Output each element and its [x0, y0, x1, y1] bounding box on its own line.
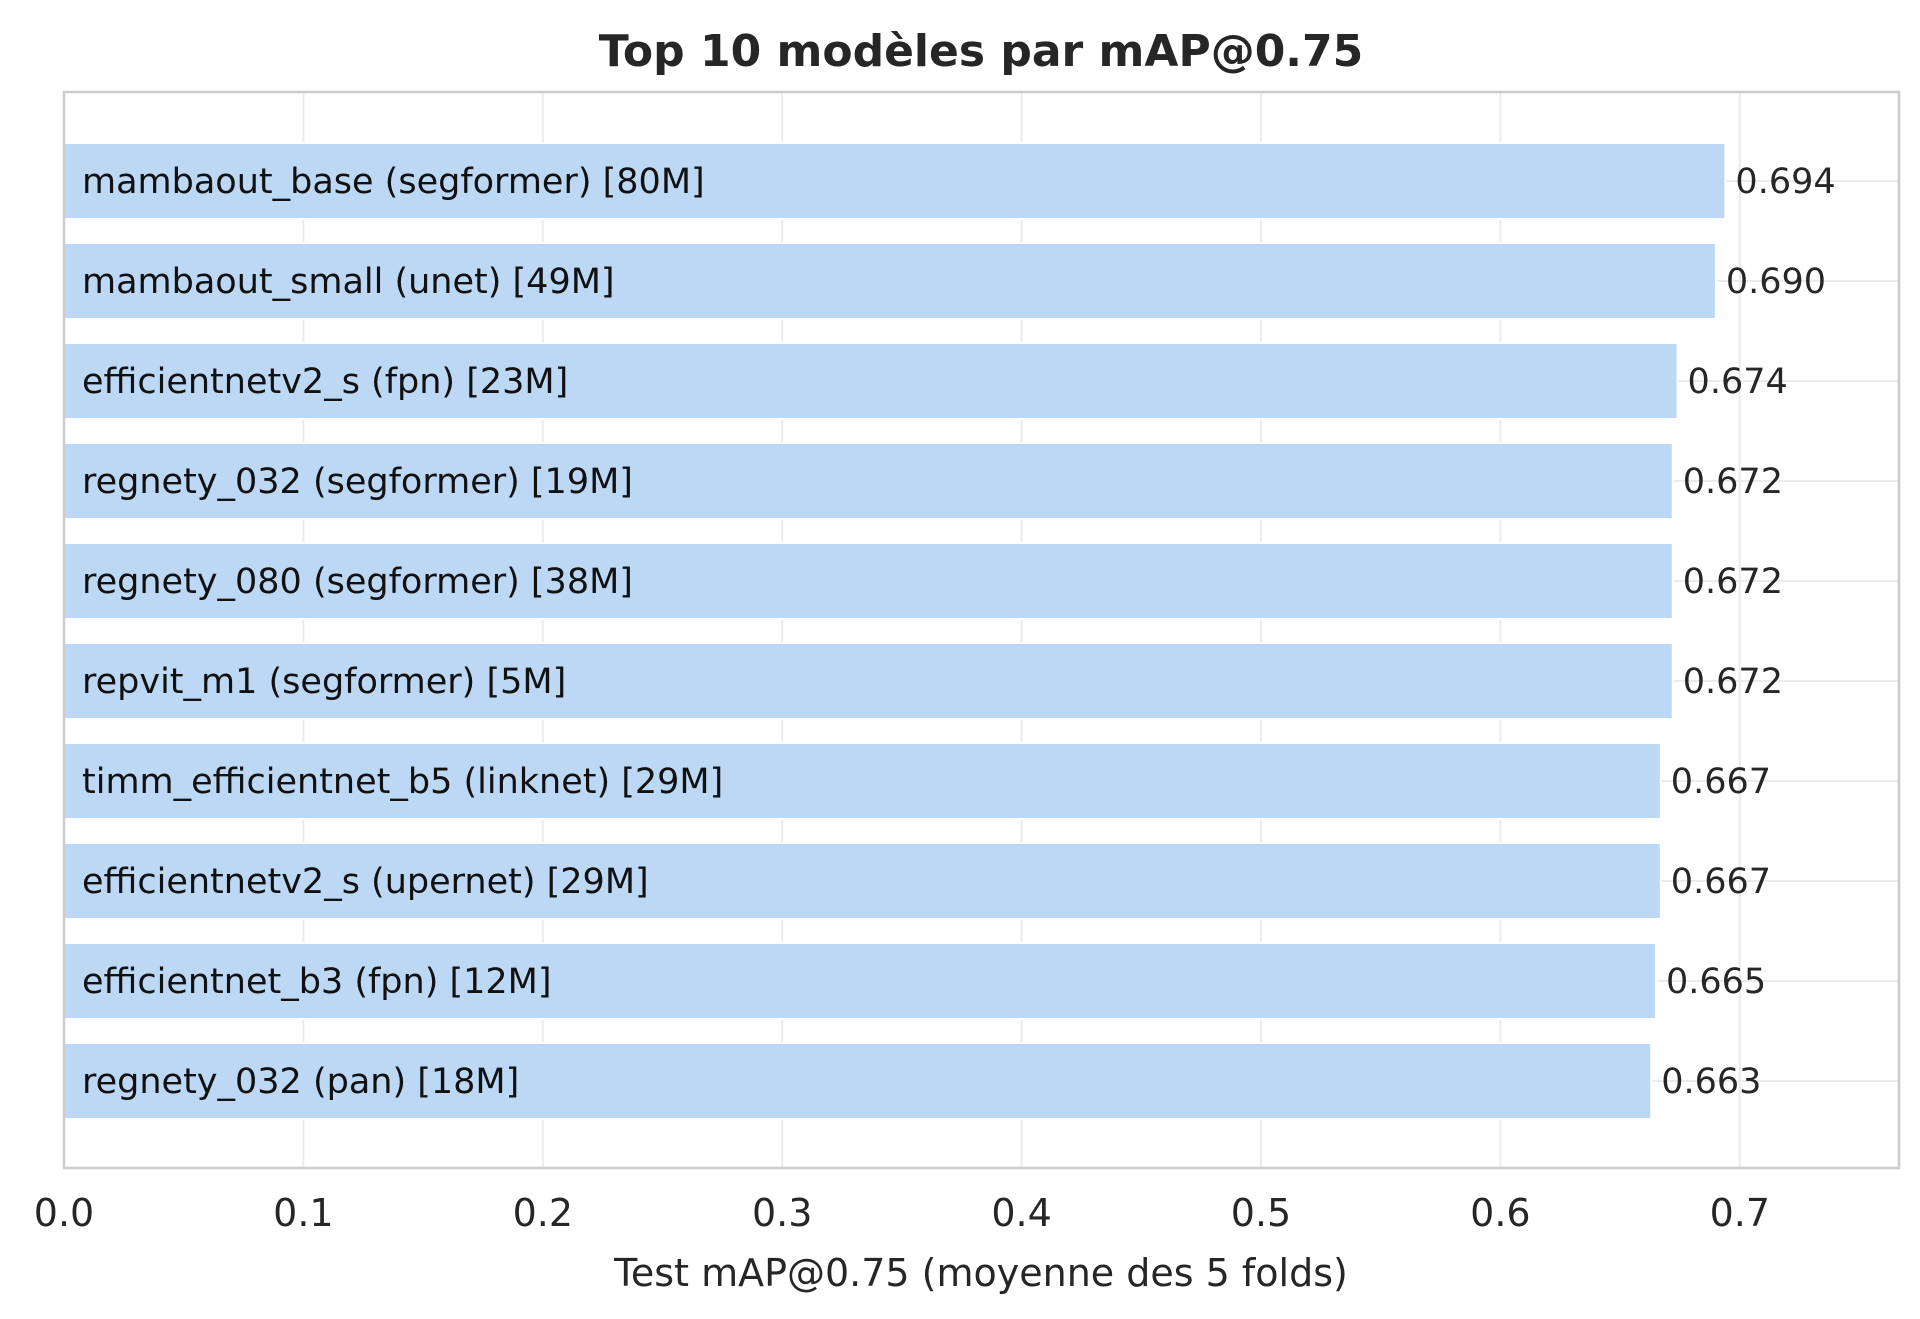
bar — [63, 542, 1674, 620]
x-tick-label: 0.2 — [513, 1191, 573, 1235]
bar-category-label: repvit_m1 (segformer) [5M] — [82, 662, 566, 702]
x-tick-labels: 0.0 0.1 0.2 0.3 0.4 0.5 0.6 0.7 — [34, 1191, 1770, 1235]
bar — [63, 442, 1674, 520]
x-tick-label: 0.4 — [991, 1191, 1051, 1235]
bar-category-label: mambaout_base (segformer) [80M] — [82, 162, 705, 202]
bar-value-label: 0.667 — [1671, 762, 1771, 802]
x-tick-label: 0.1 — [273, 1191, 333, 1235]
bar-value-label: 0.665 — [1666, 962, 1766, 1002]
bar — [63, 942, 1658, 1020]
bar — [63, 742, 1662, 820]
bars-layer: mambaout_base (segformer) [80M] 0.694 mamb… — [63, 142, 1836, 1120]
bar — [63, 242, 1717, 320]
bar — [63, 842, 1662, 920]
bar-value-label: 0.674 — [1688, 362, 1788, 402]
bar-category-label: efficientnet_b3 (fpn) [12M] — [82, 962, 552, 1002]
bar — [63, 142, 1727, 220]
x-tick-label: 0.0 — [34, 1191, 94, 1235]
x-tick-label: 0.7 — [1710, 1191, 1770, 1235]
plot-frame — [62, 90, 1901, 1170]
bar-value-label: 0.690 — [1726, 262, 1826, 302]
x-axis-label: Test mAP@0.75 (moyenne des 5 folds) — [613, 1251, 1348, 1295]
bar-category-label: regnety_080 (segformer) [38M] — [82, 562, 633, 602]
bar-value-label: 0.694 — [1735, 162, 1835, 202]
bar-value-label: 0.672 — [1683, 462, 1783, 502]
chart-title: Top 10 modèles par mAP@0.75 — [599, 26, 1364, 77]
bar-category-label: efficientnetv2_s (fpn) [23M] — [82, 362, 568, 402]
bar-value-label: 0.667 — [1671, 862, 1771, 902]
x-tick-label: 0.5 — [1231, 1191, 1291, 1235]
bar-value-label: 0.672 — [1683, 662, 1783, 702]
bar-value-label: 0.663 — [1661, 1062, 1761, 1102]
bar-category-label: timm_efficientnet_b5 (linknet) [29M] — [82, 762, 723, 802]
bar — [63, 642, 1674, 720]
bar-category-label: efficientnetv2_s (upernet) [29M] — [82, 862, 649, 902]
bar-value-label: 0.672 — [1683, 562, 1783, 602]
bar-category-label: mambaout_small (unet) [49M] — [82, 262, 615, 302]
x-tick-label: 0.6 — [1470, 1191, 1530, 1235]
x-tick-label: 0.3 — [752, 1191, 812, 1235]
bar-category-label: regnety_032 (segformer) [19M] — [82, 462, 633, 502]
bar-category-label: regnety_032 (pan) [18M] — [82, 1062, 519, 1102]
bar — [63, 1042, 1653, 1120]
